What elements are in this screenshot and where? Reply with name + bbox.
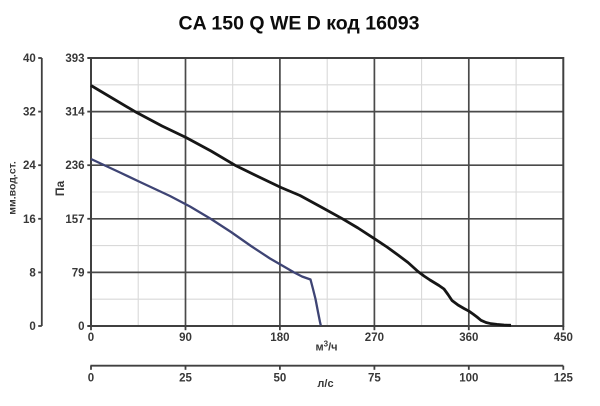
svg-text:450: 450 xyxy=(554,332,573,344)
svg-text:75: 75 xyxy=(368,372,381,384)
svg-text:180: 180 xyxy=(270,332,289,344)
svg-text:100: 100 xyxy=(459,372,478,384)
svg-text:32: 32 xyxy=(23,107,36,119)
svg-text:79: 79 xyxy=(72,267,85,279)
svg-text:25: 25 xyxy=(179,372,192,384)
svg-text:0: 0 xyxy=(29,321,35,333)
svg-text:л/с: л/с xyxy=(317,378,333,390)
svg-text:125: 125 xyxy=(554,372,574,384)
svg-text:270: 270 xyxy=(365,332,384,344)
svg-text:16: 16 xyxy=(23,214,36,226)
svg-text:0: 0 xyxy=(88,372,94,384)
svg-text:мм.вод.ст.: мм.вод.ст. xyxy=(6,161,18,215)
svg-text:0: 0 xyxy=(78,321,84,333)
svg-text:236: 236 xyxy=(65,160,84,172)
svg-text:40: 40 xyxy=(23,53,36,65)
svg-text:м3/ч: м3/ч xyxy=(315,340,337,354)
svg-text:360: 360 xyxy=(459,332,478,344)
svg-text:314: 314 xyxy=(65,107,85,119)
svg-text:24: 24 xyxy=(23,160,36,172)
svg-text:90: 90 xyxy=(179,332,192,344)
svg-text:0: 0 xyxy=(88,332,94,344)
svg-text:157: 157 xyxy=(65,214,84,226)
svg-text:Па: Па xyxy=(53,181,67,197)
svg-text:393: 393 xyxy=(65,53,84,65)
svg-text:8: 8 xyxy=(29,267,36,279)
svg-text:50: 50 xyxy=(274,372,287,384)
svg-text:CA 150 Q WE D код 16093: CA 150 Q WE D код 16093 xyxy=(179,13,420,35)
